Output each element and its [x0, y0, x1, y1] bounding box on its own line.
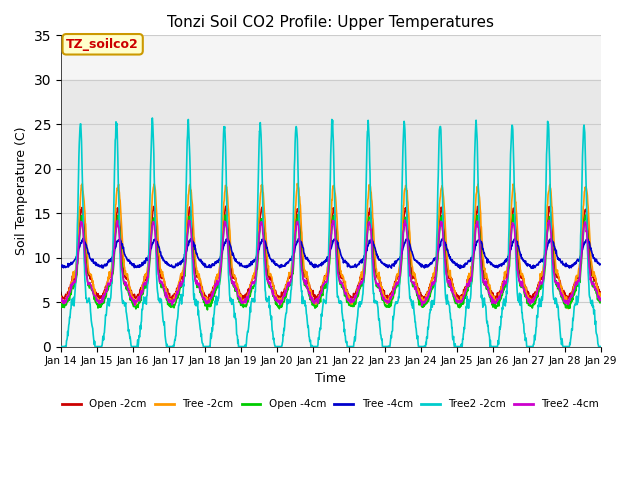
- Open -2cm: [164, 287, 172, 292]
- Open -4cm: [164, 301, 172, 307]
- Tree2 -4cm: [237, 297, 245, 303]
- Open -2cm: [237, 292, 245, 298]
- Open -4cm: [415, 296, 422, 301]
- Open -4cm: [485, 292, 493, 298]
- Y-axis label: Soil Temperature (C): Soil Temperature (C): [15, 127, 28, 255]
- Line: Open -2cm: Open -2cm: [61, 206, 600, 301]
- Tree -2cm: [485, 284, 493, 290]
- Open -2cm: [596, 289, 604, 295]
- Tree -2cm: [532, 290, 540, 296]
- Tree2 -2cm: [596, 344, 604, 349]
- Tree -2cm: [415, 288, 422, 293]
- Line: Tree2 -2cm: Tree2 -2cm: [61, 118, 600, 347]
- Tree -2cm: [177, 271, 185, 277]
- Line: Tree2 -4cm: Tree2 -4cm: [61, 220, 600, 306]
- Tree -2cm: [564, 306, 572, 312]
- Tree -4cm: [164, 261, 172, 266]
- Tree -2cm: [294, 180, 301, 186]
- Open -2cm: [57, 289, 65, 295]
- Tree2 -2cm: [237, 344, 245, 349]
- Tree2 -4cm: [177, 284, 185, 289]
- Tree2 -2cm: [177, 291, 185, 297]
- Tree -2cm: [57, 294, 65, 300]
- Open -2cm: [455, 299, 463, 304]
- Open -2cm: [415, 285, 422, 291]
- Line: Tree -4cm: Tree -4cm: [61, 238, 600, 268]
- Text: TZ_soilco2: TZ_soilco2: [67, 38, 139, 51]
- Tree -4cm: [237, 261, 245, 266]
- X-axis label: Time: Time: [316, 372, 346, 385]
- Line: Open -4cm: Open -4cm: [61, 215, 600, 310]
- Tree2 -2cm: [532, 324, 540, 330]
- Open -2cm: [177, 272, 185, 277]
- Tree2 -2cm: [148, 115, 156, 121]
- Open -4cm: [57, 301, 65, 307]
- Open -2cm: [533, 287, 541, 293]
- Tree2 -4cm: [415, 294, 422, 300]
- Tree -4cm: [456, 265, 464, 271]
- Tree -4cm: [57, 264, 65, 269]
- Tree2 -2cm: [164, 344, 172, 349]
- Tree -2cm: [596, 293, 604, 299]
- Title: Tonzi Soil CO2 Profile: Upper Temperatures: Tonzi Soil CO2 Profile: Upper Temperatur…: [167, 15, 494, 30]
- Tree -4cm: [596, 261, 604, 267]
- Open -4cm: [237, 302, 245, 308]
- Tree2 -4cm: [419, 303, 426, 309]
- Tree -2cm: [237, 294, 245, 300]
- Open -4cm: [533, 295, 541, 300]
- Tree -4cm: [439, 235, 447, 241]
- Open -2cm: [222, 204, 230, 209]
- Open -4cm: [509, 212, 517, 217]
- Tree2 -4cm: [57, 298, 65, 303]
- Tree -2cm: [164, 292, 172, 298]
- Tree2 -4cm: [533, 290, 541, 296]
- Open -2cm: [485, 284, 493, 289]
- Tree -4cm: [177, 259, 185, 264]
- Open -4cm: [204, 307, 211, 313]
- Bar: [61, 168, 600, 258]
- Tree2 -2cm: [57, 344, 65, 349]
- Tree2 -4cm: [485, 290, 493, 296]
- Line: Tree -2cm: Tree -2cm: [61, 183, 600, 309]
- Legend: Open -2cm, Tree -2cm, Open -4cm, Tree -4cm, Tree2 -2cm, Tree2 -4cm: Open -2cm, Tree -2cm, Open -4cm, Tree -4…: [58, 396, 604, 414]
- Tree2 -4cm: [164, 295, 172, 301]
- Open -4cm: [177, 280, 185, 286]
- Tree2 -4cm: [596, 298, 604, 303]
- Bar: [61, 80, 600, 168]
- Tree -4cm: [533, 262, 541, 267]
- Tree2 -4cm: [401, 217, 409, 223]
- Tree -4cm: [414, 260, 422, 266]
- Open -4cm: [596, 300, 604, 306]
- Tree -4cm: [485, 260, 493, 265]
- Tree2 -2cm: [485, 330, 493, 336]
- Tree2 -2cm: [415, 343, 422, 349]
